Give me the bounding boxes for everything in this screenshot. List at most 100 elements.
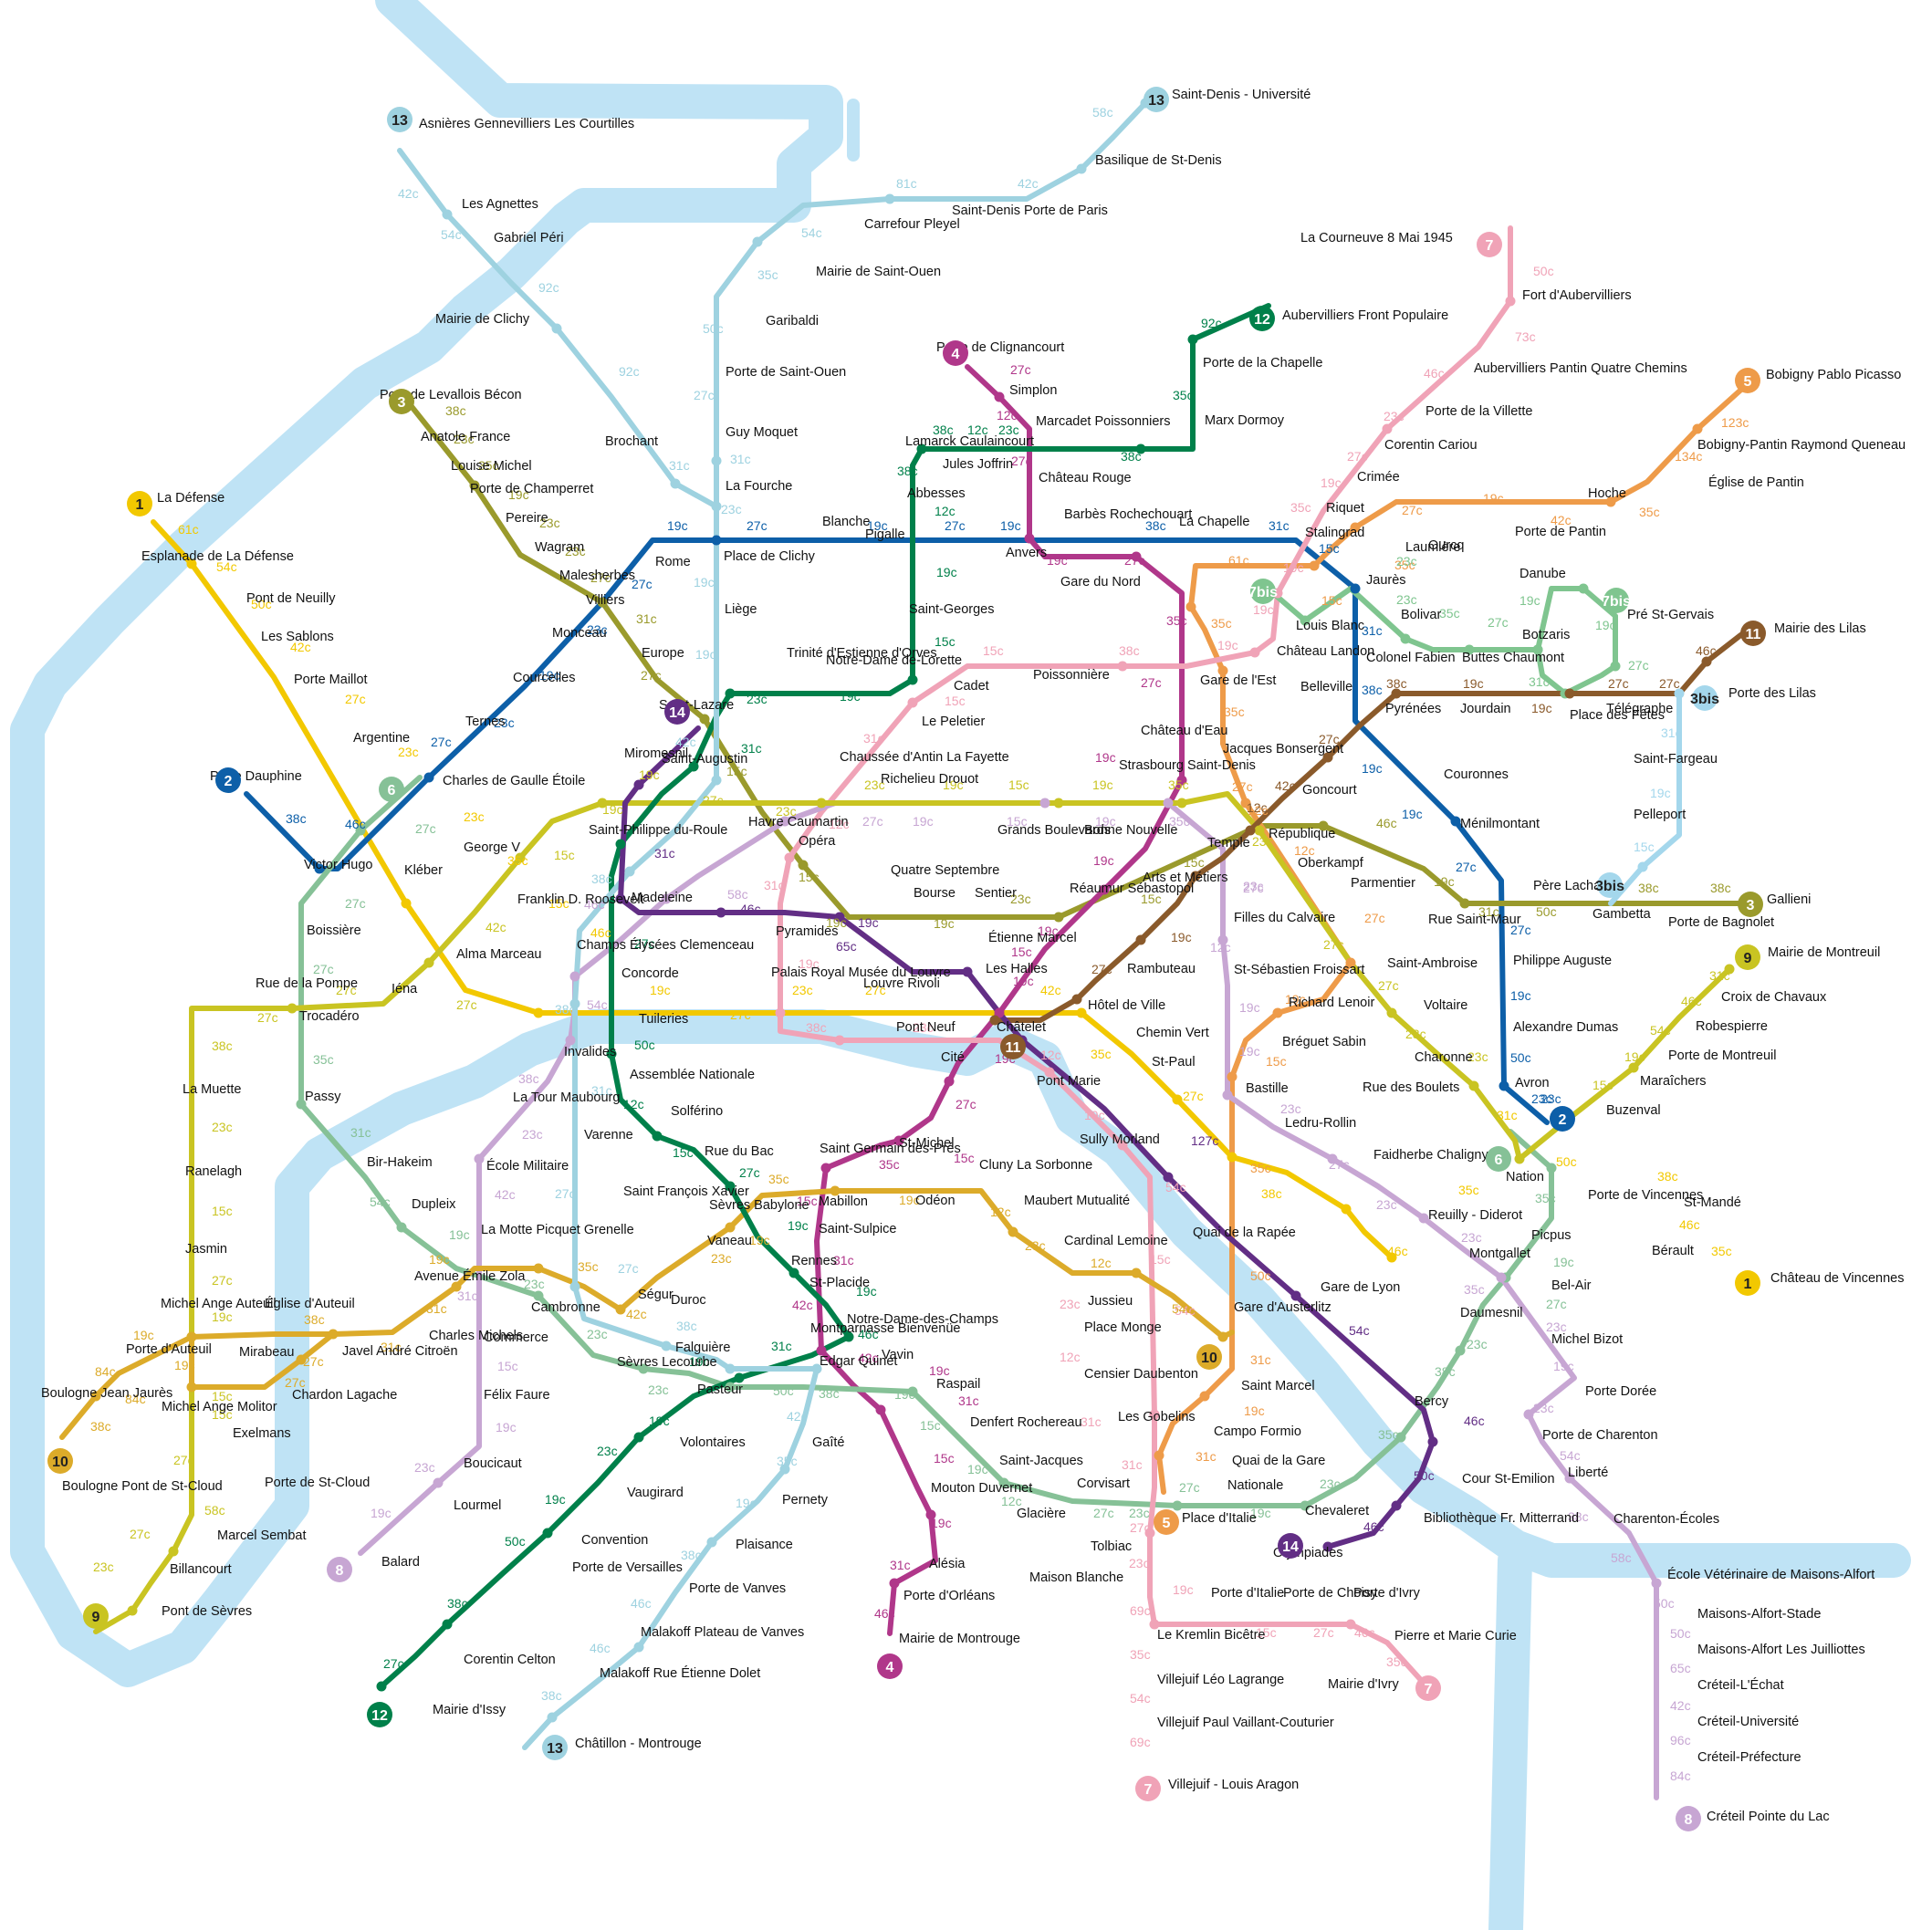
station-label[interactable]: Bobigny-Pantin Raymond Queneau: [1697, 438, 1906, 453]
station-dot[interactable]: [451, 1281, 462, 1292]
station-dot[interactable]: [1039, 798, 1050, 809]
station-label[interactable]: Pré St-Gervais: [1627, 608, 1714, 622]
station-dot[interactable]: [1227, 1152, 1238, 1163]
station-label[interactable]: Pernety: [782, 1493, 829, 1507]
station-label[interactable]: Duroc: [671, 1293, 706, 1308]
station-dot[interactable]: [396, 1222, 407, 1233]
station-label[interactable]: Villejuif - Louis Aragon: [1168, 1778, 1299, 1792]
station-label[interactable]: Hoche: [1588, 486, 1626, 501]
station-dot[interactable]: [1172, 1094, 1183, 1105]
station-label[interactable]: George V: [464, 840, 520, 855]
station-label[interactable]: Place Monge: [1084, 1320, 1162, 1335]
station-label[interactable]: Rue Saint-Maur: [1428, 913, 1521, 927]
station-dot[interactable]: [725, 1382, 736, 1393]
station-label[interactable]: Saint-Denis Porte de Paris: [952, 203, 1108, 218]
station-dot[interactable]: [1724, 964, 1735, 975]
station-label[interactable]: Saint-Denis - Université: [1172, 88, 1311, 102]
station-label[interactable]: Concorde: [621, 966, 679, 981]
station-label[interactable]: St-Paul: [1152, 1055, 1196, 1069]
station-dot[interactable]: [1651, 1578, 1662, 1589]
station-label[interactable]: Garibaldi: [766, 314, 819, 329]
line-badge[interactable]: 14: [1278, 1533, 1303, 1559]
station-dot[interactable]: [830, 1185, 841, 1196]
station-label[interactable]: Bel-Air: [1551, 1278, 1592, 1293]
station-label[interactable]: Philippe Auguste: [1513, 954, 1612, 968]
metro-line-l8[interactable]: [358, 800, 1659, 1800]
station-dot[interactable]: [1322, 1541, 1333, 1552]
station-label[interactable]: Quai de la Rapée: [1193, 1226, 1296, 1240]
station-label[interactable]: Notre-Dame-des-Champs: [847, 1312, 998, 1327]
station-label[interactable]: Abbesses: [907, 486, 966, 501]
station-label[interactable]: Falguière: [675, 1341, 730, 1355]
station-label[interactable]: Corentin Celton: [464, 1653, 556, 1667]
station-label[interactable]: Passy: [305, 1090, 341, 1104]
station-label[interactable]: Porte de Charenton: [1542, 1428, 1658, 1443]
station-label[interactable]: Pigalle: [865, 527, 905, 542]
station-dot[interactable]: [423, 957, 434, 968]
line-badge[interactable]: 1: [1735, 1270, 1760, 1296]
station-dot[interactable]: [1459, 898, 1470, 909]
station-label[interactable]: Trinité d'Estienne d'Orves: [787, 646, 937, 661]
station-dot[interactable]: [893, 1135, 904, 1146]
line-badge[interactable]: 3bis: [1690, 685, 1719, 711]
line-badge[interactable]: 3: [1738, 892, 1763, 917]
station-label[interactable]: Cluny La Sorbonne: [979, 1158, 1092, 1173]
station-label[interactable]: Villejuif Léo Lagrange: [1157, 1673, 1284, 1687]
station-dot[interactable]: [816, 1345, 827, 1356]
station-label[interactable]: Pasteur: [697, 1382, 743, 1397]
station-dot[interactable]: [186, 1331, 197, 1342]
station-label[interactable]: Esplanade de La Défense: [141, 549, 294, 564]
station-dot[interactable]: [1578, 583, 1589, 594]
station-label[interactable]: Porte de Pantin: [1515, 525, 1606, 539]
station-dot[interactable]: [1350, 583, 1361, 594]
metro-line-l1[interactable]: [151, 519, 1394, 1260]
station-label[interactable]: Maisons-Alfort-Stade: [1697, 1607, 1821, 1622]
station-dot[interactable]: [1309, 560, 1320, 571]
station-label[interactable]: Laumière: [1405, 540, 1460, 555]
station-label[interactable]: Cardinal Lemoine: [1064, 1234, 1168, 1248]
station-dot[interactable]: [1464, 644, 1475, 655]
station-dot[interactable]: [1450, 816, 1461, 827]
station-dot[interactable]: [843, 1331, 854, 1342]
station-dot[interactable]: [533, 1007, 544, 1018]
station-label[interactable]: Kléber: [404, 863, 443, 878]
station-dot[interactable]: [1692, 423, 1703, 434]
station-label[interactable]: La Tour Maubourg: [513, 1090, 620, 1105]
station-label[interactable]: Franklin D. Roosevelt: [517, 892, 644, 907]
metro-line-l13[interactable]: [397, 100, 1148, 509]
station-label[interactable]: Villiers: [586, 593, 624, 608]
station-dot[interactable]: [615, 839, 626, 850]
station-label[interactable]: Bolivar: [1401, 608, 1441, 622]
station-label[interactable]: Asnières Gennevilliers Les Courtilles: [419, 117, 634, 131]
station-dot[interactable]: [1254, 825, 1265, 836]
station-label[interactable]: Créteil-Université: [1697, 1715, 1799, 1729]
station-label[interactable]: Alma Marceau: [456, 947, 541, 962]
station-dot[interactable]: [1400, 633, 1411, 644]
station-label[interactable]: Porte de Clignancourt: [936, 340, 1064, 355]
station-label[interactable]: Jacques Bonsergent: [1223, 742, 1343, 756]
station-label[interactable]: Simplon: [1009, 383, 1057, 398]
station-label[interactable]: Charenton-Écoles: [1613, 1511, 1719, 1527]
station-label[interactable]: Liège: [725, 602, 757, 617]
station-label[interactable]: Balard: [381, 1555, 420, 1570]
station-dot[interactable]: [884, 193, 895, 204]
station-dot[interactable]: [816, 798, 827, 809]
station-label[interactable]: Censier Daubenton: [1084, 1367, 1198, 1382]
metro-line-l11[interactable]: [992, 631, 1746, 1023]
station-label[interactable]: Charles Michels: [429, 1329, 523, 1343]
station-label[interactable]: Gaîté: [812, 1435, 844, 1450]
station-dot[interactable]: [1099, 884, 1110, 895]
station-label[interactable]: Mabillon: [819, 1195, 868, 1209]
station-label[interactable]: Monceau: [552, 626, 607, 641]
station-label[interactable]: Botzaris: [1522, 628, 1570, 642]
station-label[interactable]: Temple: [1207, 836, 1250, 850]
station-label[interactable]: Daumesnil: [1460, 1306, 1523, 1320]
station-dot[interactable]: [1327, 1153, 1338, 1164]
station-label[interactable]: Alésia: [929, 1557, 966, 1571]
station-label[interactable]: Saint François Xavier: [623, 1184, 749, 1199]
station-label[interactable]: Père Lachaise: [1533, 879, 1618, 893]
station-label[interactable]: St-Michel: [899, 1136, 954, 1151]
station-label[interactable]: Solférino: [671, 1104, 723, 1119]
station-dot[interactable]: [889, 1578, 900, 1589]
line-badge[interactable]: 11: [1740, 621, 1766, 646]
